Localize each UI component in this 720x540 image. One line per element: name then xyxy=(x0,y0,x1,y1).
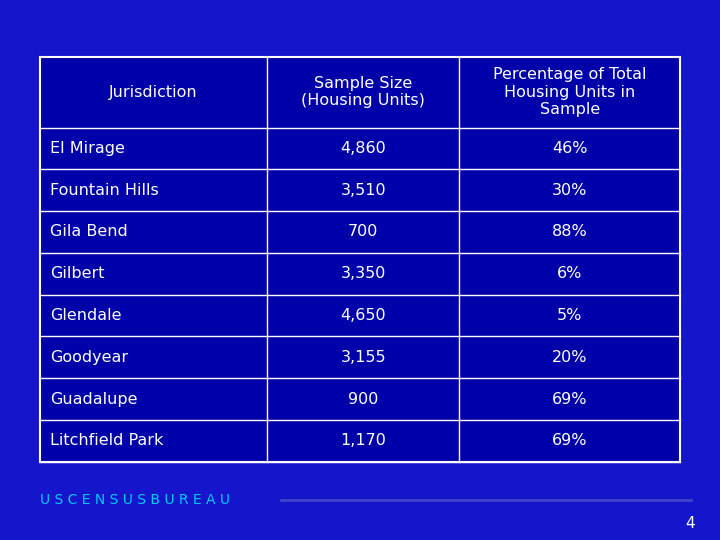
Text: 3,155: 3,155 xyxy=(341,350,386,365)
Text: Percentage of Total
Housing Units in
Sample: Percentage of Total Housing Units in Sam… xyxy=(493,68,647,117)
Text: U S C E N S U S B U R E A U: U S C E N S U S B U R E A U xyxy=(40,492,230,507)
Text: 20%: 20% xyxy=(552,350,588,365)
Text: 900: 900 xyxy=(348,392,379,407)
Text: Glendale: Glendale xyxy=(50,308,122,323)
Text: 3,350: 3,350 xyxy=(341,266,386,281)
Bar xyxy=(40,57,680,462)
Text: 700: 700 xyxy=(348,225,379,239)
Text: Litchfield Park: Litchfield Park xyxy=(50,433,163,448)
Text: 4,650: 4,650 xyxy=(341,308,386,323)
Text: 69%: 69% xyxy=(552,392,588,407)
Text: Goodyear: Goodyear xyxy=(50,350,129,365)
Bar xyxy=(40,57,680,462)
Text: Fountain Hills: Fountain Hills xyxy=(50,183,159,198)
Text: 4,860: 4,860 xyxy=(341,141,386,156)
Text: Gilbert: Gilbert xyxy=(50,266,105,281)
Text: Guadalupe: Guadalupe xyxy=(50,392,138,407)
Text: 88%: 88% xyxy=(552,225,588,239)
Text: 5%: 5% xyxy=(557,308,582,323)
Text: 4: 4 xyxy=(685,516,695,531)
Text: 69%: 69% xyxy=(552,433,588,448)
Text: 46%: 46% xyxy=(552,141,588,156)
Text: 30%: 30% xyxy=(552,183,588,198)
Text: 3,510: 3,510 xyxy=(341,183,386,198)
Text: 6%: 6% xyxy=(557,266,582,281)
Text: El Mirage: El Mirage xyxy=(50,141,125,156)
Text: Sample Size
(Housing Units): Sample Size (Housing Units) xyxy=(301,76,425,109)
Text: Jurisdiction: Jurisdiction xyxy=(109,85,198,100)
Text: Gila Bend: Gila Bend xyxy=(50,225,128,239)
Text: 1,170: 1,170 xyxy=(341,433,386,448)
